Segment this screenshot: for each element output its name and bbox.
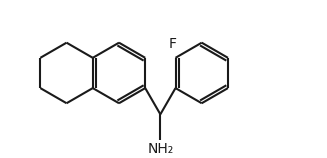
Text: NH₂: NH₂ [147,142,174,156]
Text: F: F [169,37,177,51]
